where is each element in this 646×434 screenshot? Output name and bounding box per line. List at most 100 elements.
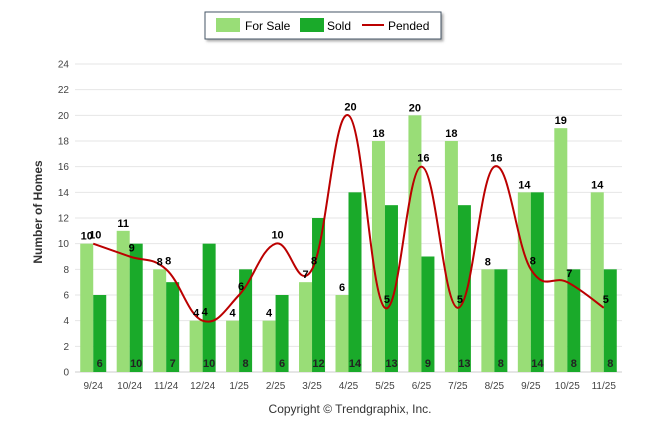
x-tick-label-1: 10/24 — [117, 381, 142, 392]
label-pended-9: 16 — [417, 153, 429, 165]
bar-for-sale-4 — [226, 320, 240, 372]
bar-for-sale-13 — [554, 128, 568, 372]
y-axis-title: Number of Homes — [31, 160, 45, 264]
label-for-sale-4: 4 — [230, 308, 237, 320]
label-pended-7: 20 — [344, 101, 356, 113]
label-sold-5: 6 — [279, 358, 285, 370]
bar-for-sale-0 — [80, 243, 94, 372]
bar-sold-7 — [348, 192, 362, 372]
y-tick-label-4: 4 — [63, 316, 69, 327]
label-sold-4: 8 — [243, 358, 249, 370]
label-pended-13: 7 — [566, 268, 572, 280]
label-pended-8: 5 — [384, 294, 390, 306]
bar-for-sale-10 — [444, 141, 458, 372]
label-for-sale-3: 4 — [193, 308, 200, 320]
y-tick-label-10: 10 — [58, 239, 70, 250]
x-tick-label-4: 1/25 — [229, 381, 249, 392]
legend: For Sale Sold Pended — [204, 11, 442, 40]
bar-for-sale-14 — [590, 192, 604, 372]
x-tick-label-13: 10/25 — [555, 381, 580, 392]
label-sold-10: 13 — [458, 358, 470, 370]
label-for-sale-10: 18 — [445, 128, 457, 140]
label-pended-4: 6 — [238, 281, 244, 293]
label-for-sale-7: 6 — [339, 282, 345, 294]
label-for-sale-1: 11 — [117, 218, 129, 230]
bar-sold-2 — [166, 282, 180, 372]
y-tick-label-24: 24 — [58, 60, 70, 71]
label-for-sale-8: 18 — [372, 128, 384, 140]
x-tick-label-10: 7/25 — [448, 381, 468, 392]
label-pended-0: 10 — [89, 230, 101, 242]
label-pended-2: 8 — [165, 255, 171, 267]
label-pended-5: 10 — [271, 230, 283, 242]
label-for-sale-11: 8 — [485, 256, 491, 268]
y-tick-label-22: 22 — [58, 85, 70, 96]
y-tick-label-0: 0 — [63, 368, 69, 379]
y-tick-label-14: 14 — [58, 188, 70, 199]
label-sold-11: 8 — [498, 358, 504, 370]
label-pended-1: 9 — [129, 243, 135, 255]
x-tick-label-5: 2/25 — [266, 381, 286, 392]
label-sold-14: 8 — [607, 358, 613, 370]
bar-for-sale-9 — [408, 115, 422, 372]
legend-label-pended: Pended — [388, 19, 429, 33]
x-tick-label-7: 4/25 — [339, 381, 359, 392]
bar-sold-12 — [530, 192, 544, 372]
label-for-sale-5: 4 — [266, 308, 273, 320]
x-tick-label-12: 9/25 — [521, 381, 541, 392]
label-sold-6: 12 — [312, 358, 324, 370]
bar-for-sale-11 — [481, 269, 495, 372]
bar-sold-13 — [567, 269, 581, 372]
label-for-sale-12: 14 — [518, 179, 531, 191]
y-tick-label-16: 16 — [58, 162, 70, 173]
label-pended-6: 8 — [311, 255, 317, 267]
legend-label-sold: Sold — [327, 19, 351, 33]
y-tick-label-2: 2 — [63, 342, 69, 353]
y-tick-label-18: 18 — [58, 137, 70, 148]
legend-swatch-sold — [300, 18, 324, 32]
legend-label-for-sale: For Sale — [245, 19, 291, 33]
bar-sold-1 — [129, 243, 143, 372]
label-sold-13: 8 — [571, 358, 577, 370]
label-sold-0: 6 — [97, 358, 103, 370]
bar-for-sale-1 — [116, 230, 130, 372]
x-tick-label-11: 8/25 — [485, 381, 505, 392]
x-tick-label-3: 12/24 — [190, 381, 215, 392]
bar-sold-11 — [494, 269, 508, 372]
label-sold-9: 9 — [425, 358, 431, 370]
x-tick-label-0: 9/24 — [83, 381, 103, 392]
label-for-sale-14: 14 — [591, 179, 604, 191]
bar-sold-5 — [275, 295, 289, 372]
label-pended-14: 5 — [603, 294, 609, 306]
label-pended-3: 4 — [202, 307, 209, 319]
pended-line — [92, 114, 605, 323]
label-sold-12: 14 — [531, 358, 544, 370]
label-pended-11: 16 — [490, 153, 502, 165]
label-sold-2: 7 — [170, 358, 176, 370]
bar-sold-9 — [421, 256, 435, 372]
label-for-sale-0: 10 — [81, 231, 93, 243]
label-for-sale-6: 7 — [302, 269, 308, 281]
bar-sold-10 — [457, 205, 471, 372]
bar-for-sale-7 — [335, 295, 349, 372]
bar-layer — [80, 115, 617, 372]
y-tick-label-8: 8 — [63, 265, 69, 276]
bar-sold-4 — [239, 269, 253, 372]
bar-for-sale-5 — [262, 320, 276, 372]
bar-for-sale-8 — [371, 141, 385, 372]
x-tick-label-2: 11/24 — [154, 381, 179, 392]
line-layer — [92, 114, 605, 323]
label-sold-8: 13 — [385, 358, 397, 370]
bar-sold-3 — [202, 243, 216, 372]
legend-swatch-for-sale — [216, 18, 240, 32]
bar-for-sale-3 — [189, 320, 203, 372]
bar-for-sale-2 — [153, 269, 167, 372]
label-sold-7: 14 — [349, 358, 362, 370]
label-sold-3: 10 — [203, 358, 215, 370]
label-pended-10: 5 — [457, 294, 463, 306]
label-layer: 1061110874104846712614181320918138814141… — [81, 101, 614, 370]
x-tick-label-6: 3/25 — [302, 381, 322, 392]
label-pended-12: 8 — [530, 255, 536, 267]
